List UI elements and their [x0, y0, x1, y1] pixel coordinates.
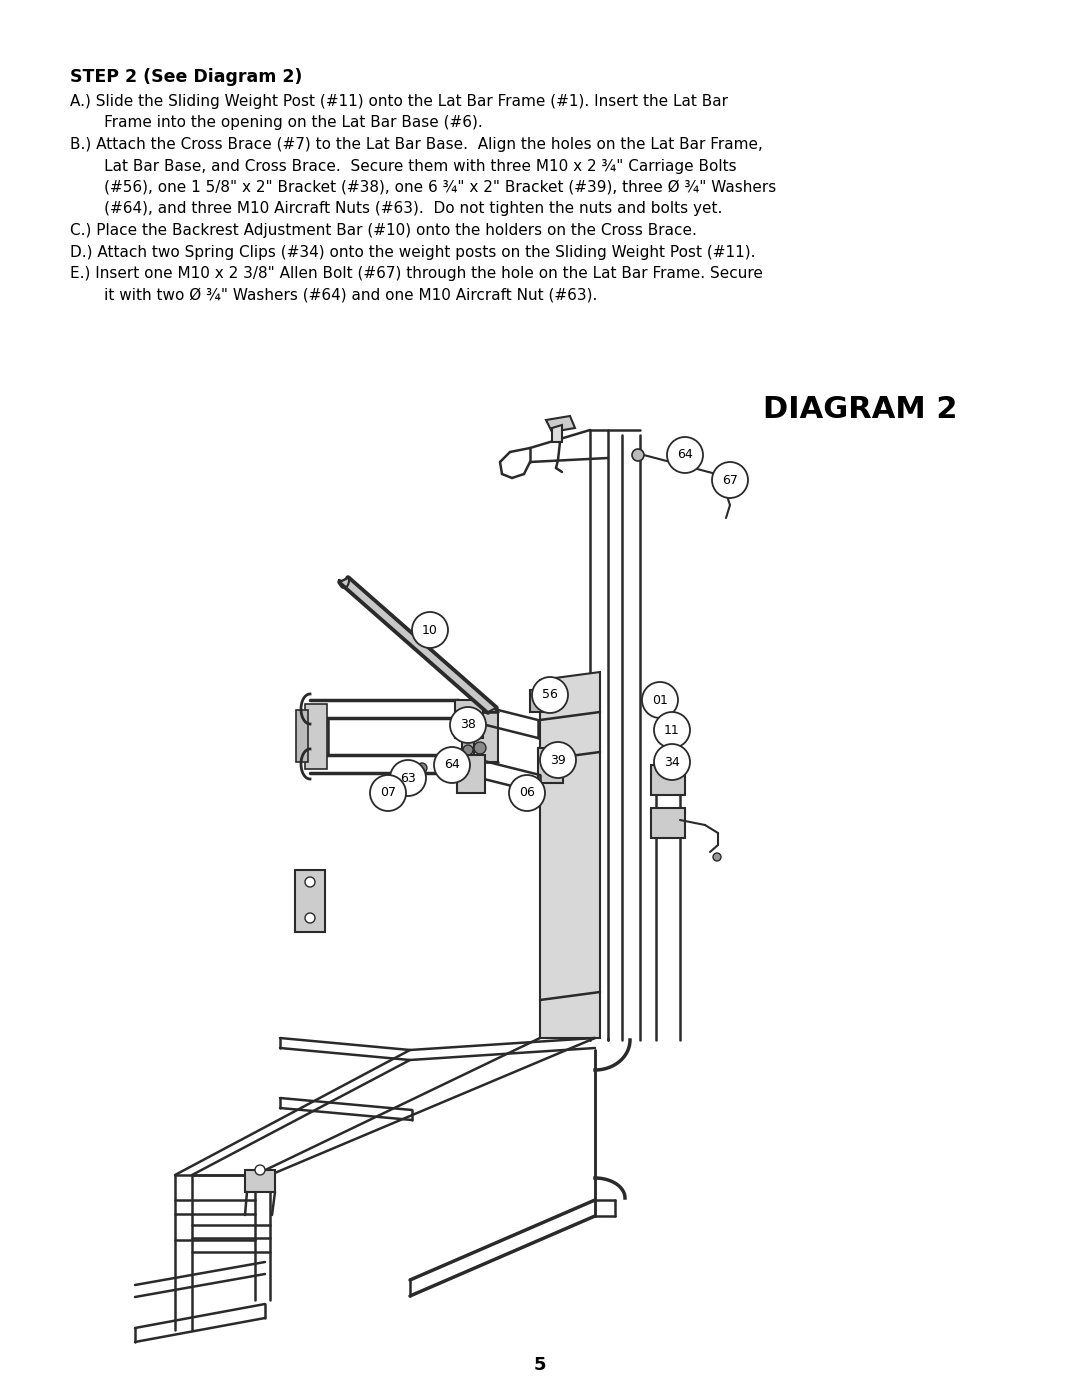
Circle shape	[654, 712, 690, 747]
Polygon shape	[552, 425, 562, 441]
Bar	[530, 690, 552, 712]
Circle shape	[509, 775, 545, 812]
Text: 63: 63	[400, 771, 416, 785]
Bar	[305, 704, 327, 768]
Bar	[245, 1171, 275, 1192]
Text: 67: 67	[723, 474, 738, 486]
Circle shape	[667, 437, 703, 474]
Text: B.) Attach the Cross Brace (#7) to the Lat Bar Base.  Align the holes on the Lat: B.) Attach the Cross Brace (#7) to the L…	[70, 137, 762, 152]
Text: E.) Insert one M10 x 2 3/8" Allen Bolt (#67) through the hole on the Lat Bar Fra: E.) Insert one M10 x 2 3/8" Allen Bolt (…	[70, 265, 762, 281]
Circle shape	[540, 742, 576, 778]
Circle shape	[712, 462, 748, 497]
Circle shape	[305, 914, 315, 923]
Bar	[538, 747, 563, 782]
Text: it with two Ø ¾" Washers (#64) and one M10 Aircraft Nut (#63).: it with two Ø ¾" Washers (#64) and one M…	[70, 288, 597, 303]
Circle shape	[417, 763, 427, 773]
Text: 5: 5	[534, 1356, 546, 1375]
Text: (#64), and three M10 Aircraft Nuts (#63).  Do not tighten the nuts and bolts yet: (#64), and three M10 Aircraft Nuts (#63)…	[70, 201, 723, 217]
Text: 01: 01	[652, 693, 667, 707]
Text: STEP 2 (See Diagram 2): STEP 2 (See Diagram 2)	[70, 68, 302, 87]
Polygon shape	[540, 672, 600, 1038]
Bar	[651, 807, 685, 838]
Text: 64: 64	[677, 448, 693, 461]
Bar	[295, 870, 325, 932]
Text: 38: 38	[460, 718, 476, 732]
Circle shape	[532, 678, 568, 712]
Text: 11: 11	[664, 724, 680, 736]
Bar	[462, 718, 474, 756]
Circle shape	[474, 742, 486, 754]
Text: Lat Bar Base, and Cross Brace.  Secure them with three M10 x 2 ¾" Carriage Bolts: Lat Bar Base, and Cross Brace. Secure th…	[70, 158, 737, 173]
Bar	[455, 700, 483, 738]
Circle shape	[255, 1165, 265, 1175]
Circle shape	[713, 854, 721, 861]
Circle shape	[370, 775, 406, 812]
Text: DIAGRAM 2: DIAGRAM 2	[762, 395, 957, 425]
Text: 34: 34	[664, 756, 680, 768]
Circle shape	[434, 747, 470, 782]
Text: D.) Attach two Spring Clips (#34) onto the weight posts on the Sliding Weight Po: D.) Attach two Spring Clips (#34) onto t…	[70, 244, 756, 260]
Text: 06: 06	[519, 787, 535, 799]
Text: 07: 07	[380, 787, 396, 799]
Text: 10: 10	[422, 623, 437, 637]
Text: Frame into the opening on the Lat Bar Base (#6).: Frame into the opening on the Lat Bar Ba…	[70, 116, 483, 130]
Circle shape	[642, 682, 678, 718]
Circle shape	[411, 612, 448, 648]
Text: (#56), one 1 5/8" x 2" Bracket (#38), one 6 ¾" x 2" Bracket (#39), three Ø ¾" Wa: (#56), one 1 5/8" x 2" Bracket (#38), on…	[70, 180, 777, 196]
Bar	[457, 754, 485, 793]
Circle shape	[390, 760, 426, 796]
Circle shape	[463, 745, 473, 754]
Circle shape	[305, 877, 315, 887]
Circle shape	[450, 707, 486, 743]
Polygon shape	[546, 416, 575, 432]
Circle shape	[654, 745, 690, 780]
Text: 64: 64	[444, 759, 460, 771]
Text: 39: 39	[550, 753, 566, 767]
Polygon shape	[340, 578, 496, 712]
Bar	[468, 712, 498, 761]
Text: 56: 56	[542, 689, 558, 701]
Text: C.) Place the Backrest Adjustment Bar (#10) onto the holders on the Cross Brace.: C.) Place the Backrest Adjustment Bar (#…	[70, 224, 697, 237]
Text: A.) Slide the Sliding Weight Post (#11) onto the Lat Bar Frame (#1). Insert the : A.) Slide the Sliding Weight Post (#11) …	[70, 94, 728, 109]
Circle shape	[632, 448, 644, 461]
Bar	[296, 710, 308, 761]
Bar	[651, 766, 685, 795]
